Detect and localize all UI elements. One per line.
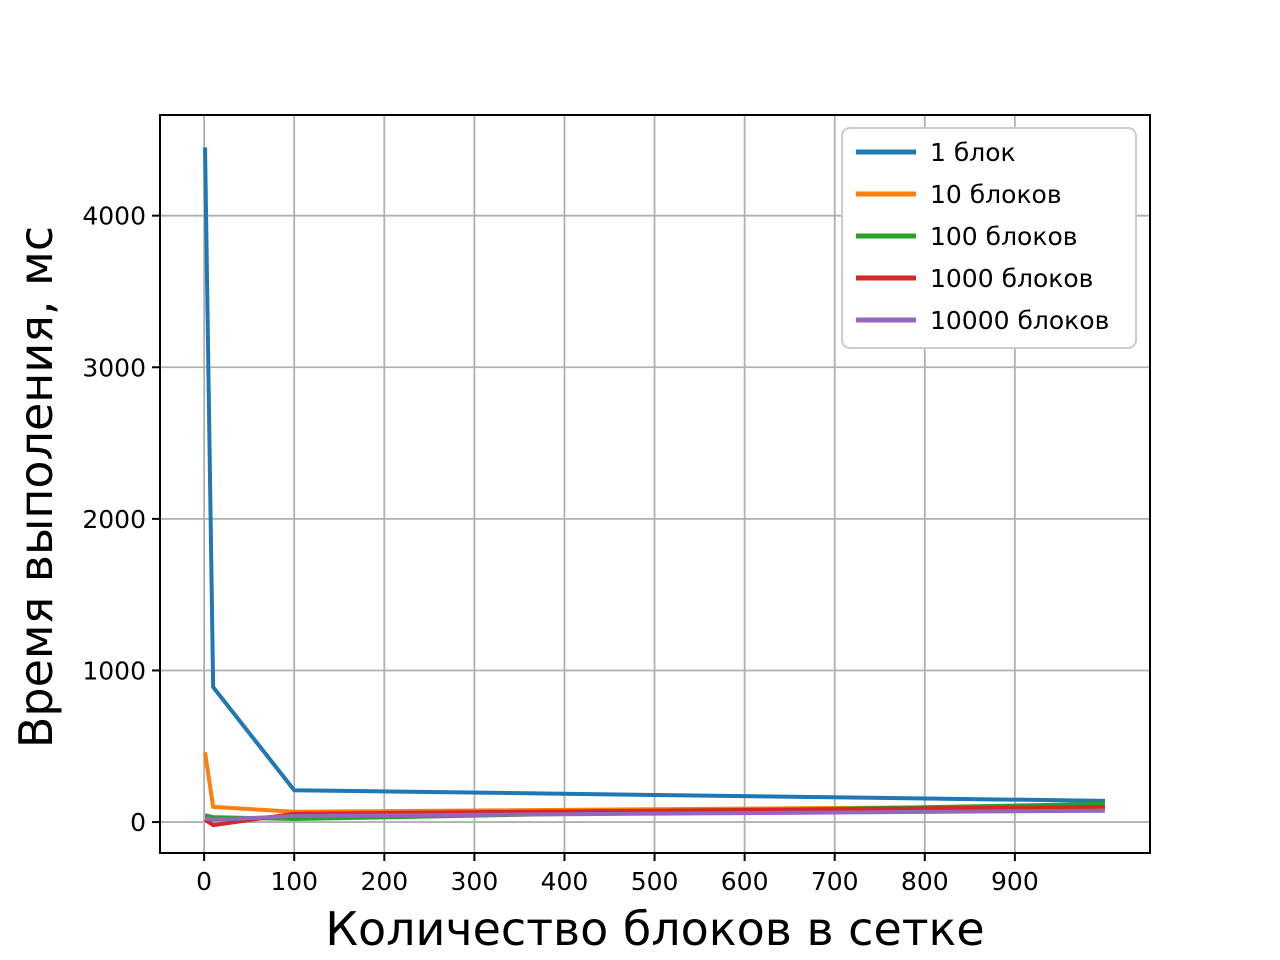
legend-label-4: 10000 блоков (930, 306, 1109, 335)
legend-label-2: 100 блоков (930, 222, 1078, 251)
x-tick-label-100: 100 (270, 867, 318, 896)
x-axis-label: Количество блоков в сетке (325, 902, 984, 956)
legend-box (841, 127, 1137, 349)
x-tick-label-400: 400 (541, 867, 589, 896)
y-tick-label-0: 0 (130, 808, 146, 837)
x-tick-label-600: 600 (721, 867, 769, 896)
x-tick-label-800: 800 (901, 867, 949, 896)
tick-labels: 0 100 200 300 400 500 600 700 800 900 0 1000 2000 300… (82, 202, 1038, 896)
y-tick-label-1000: 1000 (82, 656, 146, 685)
legend-label-1: 10 блоков (930, 180, 1062, 209)
x-tick-label-0: 0 (196, 867, 212, 896)
y-tick-label-2000: 2000 (82, 505, 146, 534)
y-tick-label-3000: 3000 (82, 353, 146, 382)
plot-lines (203, 147, 1105, 828)
y-tick-label-4000: 4000 (82, 202, 146, 231)
x-tick-label-200: 200 (360, 867, 408, 896)
y-axis-label: Время выполения, мс (9, 226, 63, 748)
axis-ticks (152, 214, 1016, 861)
legend-label-3: 1000 блоков (930, 264, 1093, 293)
series-line-4 (204, 808, 1105, 822)
legend: 1 блок 10 блоков 100 блоков 1000 блоков 1000… (841, 127, 1137, 349)
series-line-0 (203, 147, 1105, 803)
x-tick-label-500: 500 (631, 867, 679, 896)
x-tick-label-700: 700 (811, 867, 859, 896)
x-tick-label-900: 900 (991, 867, 1039, 896)
x-tick-label-300: 300 (451, 867, 499, 896)
legend-label-0: 1 блок (930, 138, 1016, 167)
